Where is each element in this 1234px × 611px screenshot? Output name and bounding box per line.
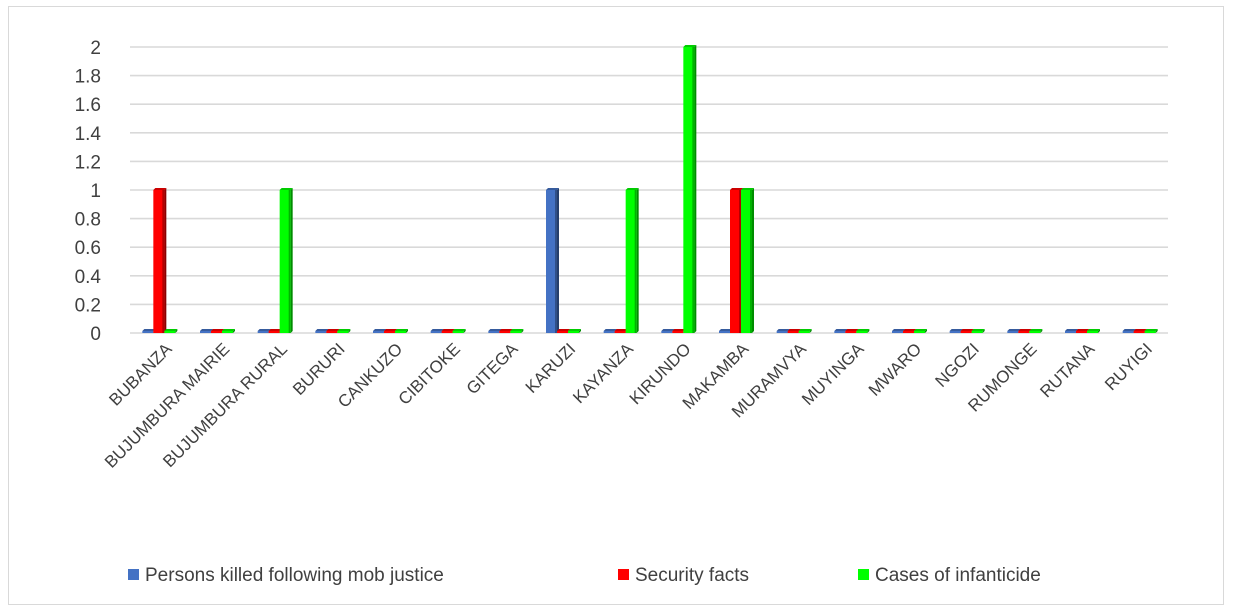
- bar: [546, 188, 559, 333]
- x-tick-label: RUTANA: [1036, 339, 1098, 401]
- x-tick-label: MWARO: [865, 339, 925, 399]
- y-tick-label: 1.4: [75, 124, 102, 145]
- x-tick-label: NGOZI: [931, 339, 983, 391]
- bar: [222, 329, 235, 333]
- y-tick-label: 1: [90, 181, 101, 202]
- bar: [971, 329, 985, 333]
- x-tick-label: MUYINGA: [798, 339, 868, 409]
- x-tick-label: GITEGA: [463, 339, 522, 398]
- bar: [914, 329, 927, 333]
- bar: [279, 188, 293, 333]
- legend-label: Persons killed following mob justice: [145, 565, 444, 586]
- y-tick-label: 0.8: [75, 210, 101, 231]
- bar: [568, 329, 581, 333]
- y-tick-label: 0.2: [75, 295, 101, 316]
- bar: [153, 188, 167, 333]
- y-tick-label: 0: [90, 324, 101, 345]
- legend: Persons killed following mob justice Secu…: [128, 565, 1041, 586]
- y-tick-label: 0.4: [75, 267, 102, 288]
- chart-frame: [8, 6, 1224, 605]
- legend-swatch: [618, 569, 629, 580]
- bar: [856, 329, 870, 333]
- bar: [1144, 329, 1158, 333]
- bar: [1029, 329, 1043, 333]
- bar: [798, 329, 812, 333]
- bar: [683, 45, 697, 333]
- legend-item: Security facts: [618, 565, 749, 586]
- legend-label: Cases of infanticide: [875, 565, 1041, 586]
- y-tick-label: 1.8: [75, 67, 101, 88]
- bar: [337, 329, 351, 333]
- y-tick-label: 1.2: [75, 152, 101, 173]
- y-tick-label: 0.6: [75, 238, 101, 259]
- x-tick-label: CIBITOKE: [395, 339, 464, 408]
- bar: [1087, 329, 1100, 333]
- x-tick-label: RUYIGI: [1101, 339, 1156, 394]
- bar: [452, 329, 466, 333]
- x-tick-label: BURURI: [289, 339, 349, 399]
- bar: [625, 188, 639, 333]
- legend-swatch: [128, 569, 139, 580]
- bar: [741, 188, 754, 333]
- bar: [395, 329, 408, 333]
- y-axis-ticks: 0 0.2 0.4 0.6 0.8 1 1.2 1.4 1.6 1.8 2: [75, 38, 102, 345]
- legend-swatch: [858, 569, 869, 580]
- legend-item: Persons killed following mob justice: [128, 565, 444, 586]
- y-tick-label: 2: [90, 38, 101, 59]
- legend-label: Security facts: [635, 565, 749, 586]
- bar: [164, 329, 178, 333]
- legend-item: Cases of infanticide: [858, 565, 1041, 586]
- bar: [510, 329, 524, 333]
- y-tick-label: 1.6: [75, 95, 101, 116]
- bars: [142, 45, 1158, 333]
- x-tick-label: KARUZI: [522, 339, 580, 397]
- gridlines: [130, 46, 1168, 334]
